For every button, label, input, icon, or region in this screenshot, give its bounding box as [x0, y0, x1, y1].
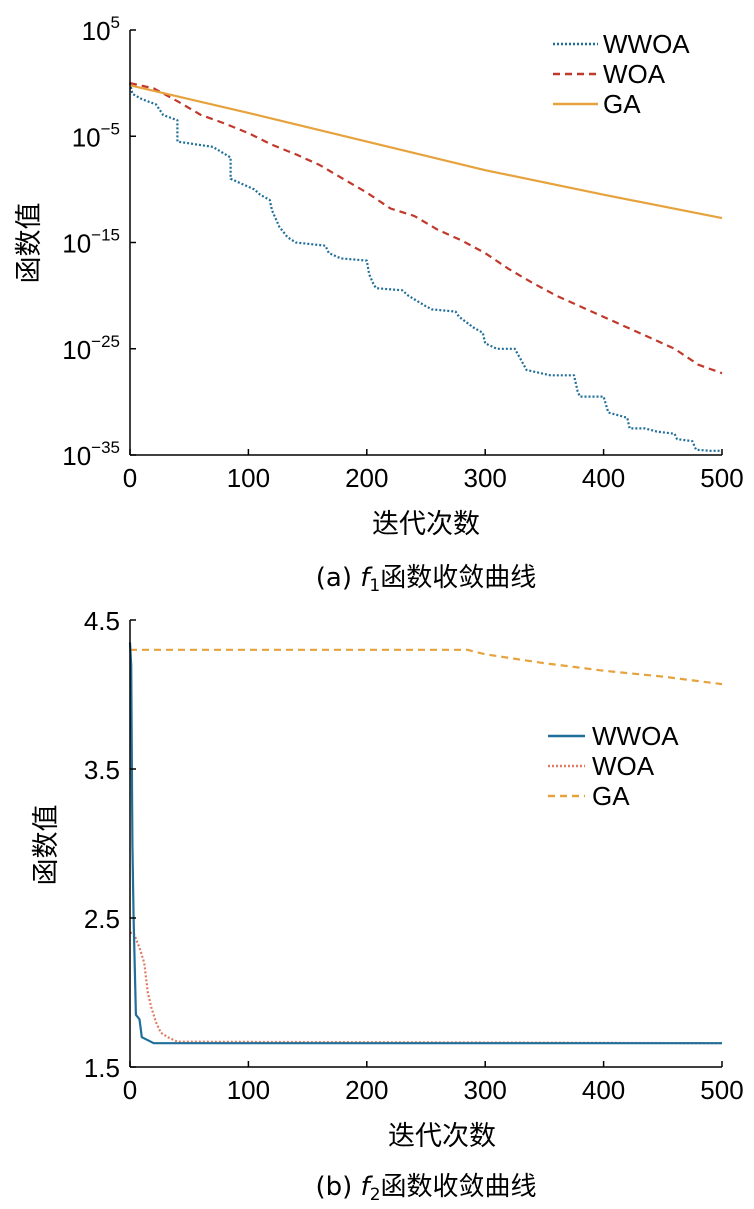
y-axis-title-a: 函数值	[14, 203, 45, 284]
series-layer-b	[128, 642, 723, 1045]
y-tick-label-b: 1.5	[84, 1053, 120, 1083]
y-tick-label-b: 4.5	[84, 606, 120, 636]
x-tick-label-a: 300	[464, 463, 507, 493]
x-tick-label-b: 0	[123, 1075, 137, 1105]
series-line-a-woa	[129, 82, 723, 375]
y-tick-label-a: 10−5	[72, 119, 120, 152]
caption-b-prefix: (b)	[315, 1172, 360, 1202]
x-tick-label-a: 100	[227, 463, 270, 493]
series-line-b-wwoa	[128, 642, 722, 1045]
legend-label-b-ga: GA	[592, 781, 630, 811]
y-axis-title-b: 函数值	[31, 805, 62, 886]
caption-b-sub: 2	[370, 1185, 381, 1205]
x-axis-title-b: 迭代次数	[388, 1121, 496, 1152]
caption-b-rest: 函数收敛曲线	[381, 1172, 537, 1202]
y-tick-label-a: 10−35	[62, 438, 120, 471]
series-line-a-wwoa	[128, 82, 722, 452]
y-tick-label-b: 3.5	[84, 755, 120, 785]
ticks-a: 0 100 200 300 400 500 105 10−5 10−15 10−25 10−35	[62, 13, 743, 493]
series-line-b-woa	[130, 931, 723, 1045]
x-tick-label-b: 300	[464, 1075, 507, 1105]
series-line-a-ga	[129, 84, 723, 220]
legend-label-b-woa: WOA	[592, 751, 655, 781]
caption-a: (a) f1函数收敛曲线	[316, 563, 536, 596]
x-tick-label-a: 200	[345, 463, 388, 493]
ticks-b: 0 100 200 300 400 500 1.5 2.5 3.5 4.5	[84, 606, 744, 1105]
caption-a-prefix: (a)	[316, 563, 360, 593]
x-axis-title-a: 迭代次数	[372, 509, 480, 540]
y-tick-label-a: 10−25	[62, 332, 120, 365]
caption-a-rest: 函数收敛曲线	[380, 563, 536, 593]
x-tick-label-b: 200	[345, 1075, 388, 1105]
legend-label-a-woa: WOA	[603, 59, 666, 89]
caption-b: (b) f2函数收敛曲线	[315, 1172, 536, 1205]
y-tick-label-a: 10−15	[62, 226, 120, 259]
x-tick-label-b: 100	[227, 1075, 270, 1105]
legend-label-a-ga: GA	[603, 89, 641, 119]
y-tick-label-a: 105	[82, 13, 120, 46]
x-tick-label-a: 500	[700, 463, 743, 493]
y-tick-label-b: 2.5	[84, 904, 120, 934]
caption-a-sub: 1	[369, 576, 380, 596]
legend-label-b-wwoa: WWOA	[592, 721, 679, 751]
x-tick-label-a: 0	[123, 463, 137, 493]
series-line-b-ga	[130, 648, 723, 686]
legend-label-a-wwoa: WWOA	[603, 29, 690, 59]
x-tick-label-a: 400	[582, 463, 625, 493]
x-tick-label-b: 400	[582, 1075, 625, 1105]
series-layer-a	[128, 82, 723, 452]
x-tick-label-b: 500	[700, 1075, 743, 1105]
